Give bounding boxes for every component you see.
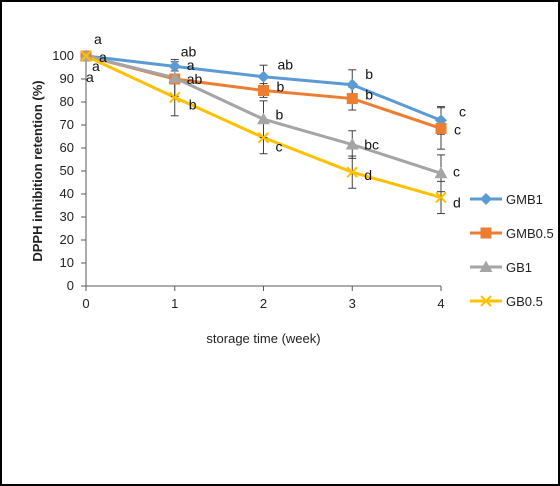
marker-stroke bbox=[435, 191, 447, 204]
significance-label: c bbox=[453, 163, 460, 179]
x-tick-label: 4 bbox=[437, 296, 444, 311]
y-tick-label: 40 bbox=[60, 186, 74, 201]
legend-marker bbox=[480, 227, 492, 239]
x-tick-label: 2 bbox=[260, 296, 267, 311]
significance-label: d bbox=[364, 167, 372, 183]
y-tick-label: 20 bbox=[60, 232, 74, 247]
y-tick-label: 90 bbox=[60, 71, 74, 86]
legend-label: GB1 bbox=[506, 260, 532, 275]
axes: 0 10 20 30 40 50 60 70 80 90 100 0 1 2 3 4 storage time … bbox=[30, 48, 445, 346]
data-point-GMB0.5 bbox=[346, 93, 358, 105]
significance-label: c bbox=[459, 103, 466, 119]
significance-label: a bbox=[92, 58, 100, 74]
x-tick-label: 1 bbox=[171, 296, 178, 311]
significance-label: ab bbox=[181, 43, 197, 59]
marker-stroke bbox=[480, 295, 492, 307]
y-tick-label: 10 bbox=[60, 255, 74, 270]
significance-label: d bbox=[453, 194, 461, 210]
legend-item: GB0.5 bbox=[470, 294, 543, 309]
significance-label: c bbox=[276, 139, 283, 155]
data-point-GMB0.5 bbox=[258, 85, 269, 96]
legend-item: GB1 bbox=[470, 260, 532, 275]
legend-item: GMB0.5 bbox=[470, 226, 554, 241]
significance-label: a bbox=[94, 31, 102, 47]
y-tick-label: 100 bbox=[52, 48, 74, 63]
legend-label: GMB0.5 bbox=[506, 226, 554, 241]
marker-stroke bbox=[346, 166, 358, 178]
data-point-GB0.5 bbox=[257, 131, 270, 144]
significance-label: ab bbox=[278, 57, 294, 73]
marker-stroke bbox=[80, 50, 92, 62]
marker-stroke bbox=[257, 131, 270, 144]
y-tick-label: 30 bbox=[60, 209, 74, 224]
legend: GMB1 GMB0.5 GB1 GB0.5 bbox=[470, 192, 554, 309]
significance-label: bc bbox=[364, 137, 379, 153]
data-point-GB1 bbox=[345, 138, 359, 150]
significance-label: a bbox=[86, 69, 94, 85]
significance-label: c bbox=[454, 121, 461, 137]
legend-marker bbox=[479, 260, 493, 272]
data-point-GMB1 bbox=[257, 70, 270, 83]
data-point-GMB1 bbox=[168, 60, 181, 73]
data-point-GB1 bbox=[434, 166, 448, 179]
x-tick-label: 3 bbox=[349, 296, 356, 311]
y-tick-label: 60 bbox=[60, 140, 74, 155]
data-point-GB0.5 bbox=[346, 166, 358, 178]
y-tick-label: 50 bbox=[60, 163, 74, 178]
marker-stroke bbox=[169, 91, 181, 104]
x-axis-title: storage time (week) bbox=[206, 331, 320, 346]
legend-label: GMB1 bbox=[506, 192, 543, 207]
significance-label: b bbox=[276, 106, 284, 122]
significance-label: a bbox=[99, 49, 107, 65]
data-point-GMB1 bbox=[346, 78, 359, 91]
legend-label: GB0.5 bbox=[506, 294, 543, 309]
y-tick-label: 70 bbox=[60, 117, 74, 132]
significance-label: a bbox=[187, 57, 195, 73]
data-point-GB1 bbox=[257, 112, 270, 125]
y-axis-title: DPPH inhibition retention (%) bbox=[30, 80, 45, 261]
significance-label: b bbox=[189, 96, 197, 112]
y-tick-label: 0 bbox=[67, 278, 74, 293]
x-tick-label: 0 bbox=[82, 296, 89, 311]
legend-item: GMB1 bbox=[470, 192, 543, 207]
significance-label: b bbox=[277, 79, 285, 95]
data-point-GB0.5 bbox=[169, 91, 181, 104]
data-point-GB1 bbox=[168, 71, 182, 83]
significance-label: b bbox=[365, 66, 373, 82]
legend-marker bbox=[480, 295, 492, 307]
data-point-GB0.5 bbox=[80, 50, 92, 62]
significance-label: ab bbox=[187, 71, 203, 87]
significance-label: b bbox=[365, 87, 373, 103]
legend-marker bbox=[480, 193, 492, 205]
data-point-GB0.5 bbox=[435, 191, 447, 204]
data-point-GMB0.5 bbox=[435, 122, 447, 134]
y-tick-label: 80 bbox=[60, 94, 74, 109]
